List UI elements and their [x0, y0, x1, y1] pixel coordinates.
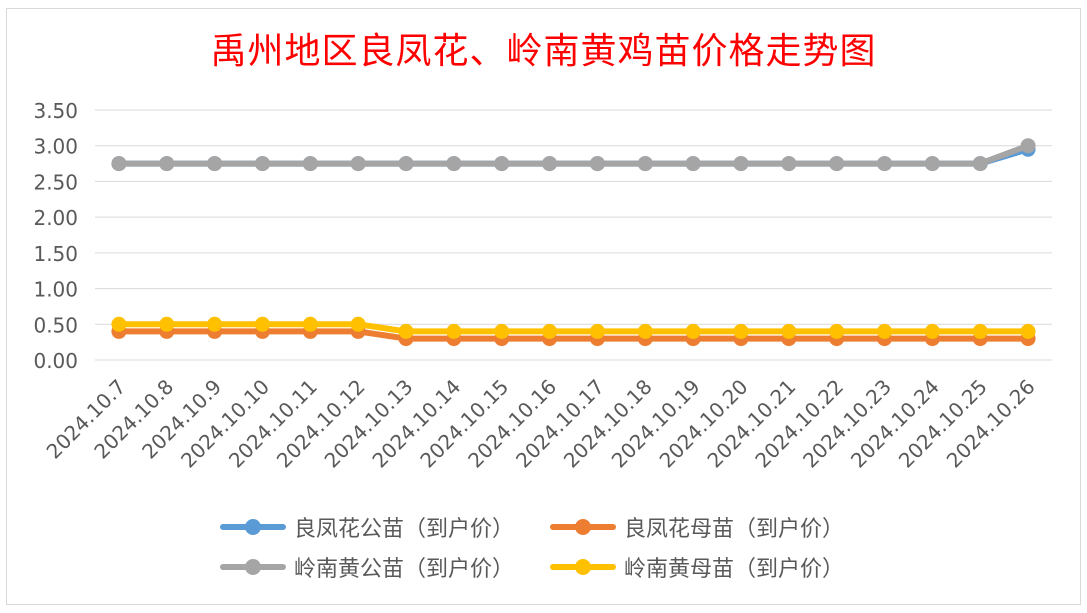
chart-title: 禹州地区良凤花、岭南黄鸡苗价格走势图 — [210, 31, 877, 72]
data-point — [924, 156, 940, 172]
legend-item: 岭南黄公苗（到户价） — [220, 552, 514, 582]
data-point — [254, 316, 270, 332]
legend-swatch — [220, 512, 286, 542]
legend-label: 良凤花公苗（到户价） — [294, 517, 515, 542]
data-point — [924, 323, 940, 339]
series-line — [115, 142, 1032, 167]
legend-label: 岭南黄公苗（到户价） — [294, 557, 515, 582]
data-point — [733, 156, 749, 172]
data-point — [733, 323, 749, 339]
legend-swatch — [550, 552, 616, 582]
data-point — [589, 323, 605, 339]
data-point — [685, 323, 701, 339]
data-point — [589, 156, 605, 172]
data-point — [542, 323, 558, 339]
data-point — [254, 156, 270, 172]
y-tick-label: 3.50 — [33, 99, 78, 123]
data-point — [829, 323, 845, 339]
data-point — [111, 316, 127, 332]
data-point — [398, 323, 414, 339]
legend-swatch — [550, 512, 616, 542]
data-point — [159, 156, 175, 172]
data-point — [972, 323, 988, 339]
y-tick-label: 2.50 — [33, 170, 78, 194]
data-point — [781, 323, 797, 339]
y-tick-label: 1.00 — [33, 278, 78, 302]
legend-label: 岭南黄母苗（到户价） — [624, 557, 845, 582]
data-point — [1020, 323, 1036, 339]
legend-item: 良凤花公苗（到户价） — [220, 512, 514, 542]
data-point — [685, 156, 701, 172]
data-point — [350, 156, 366, 172]
data-point — [446, 323, 462, 339]
data-point — [302, 156, 318, 172]
data-point — [877, 156, 893, 172]
chart-area[interactable] — [6, 8, 1081, 605]
data-point — [1020, 138, 1036, 154]
data-point — [398, 156, 414, 172]
data-point — [637, 323, 653, 339]
data-point — [207, 156, 223, 172]
data-point — [302, 316, 318, 332]
data-point — [207, 316, 223, 332]
data-point — [159, 316, 175, 332]
y-tick-label: 0.50 — [33, 313, 78, 337]
data-point — [542, 156, 558, 172]
data-point — [877, 323, 893, 339]
series-line — [115, 328, 1032, 342]
data-point — [446, 156, 462, 172]
data-point — [829, 156, 845, 172]
data-point — [494, 323, 510, 339]
data-point — [972, 156, 988, 172]
y-tick-label: 2.00 — [33, 206, 78, 230]
series-line — [115, 321, 1032, 335]
data-point — [350, 316, 366, 332]
y-tick-label: 1.50 — [33, 242, 78, 266]
y-tick-label: 0.00 — [33, 349, 78, 373]
legend-item: 良凤花母苗（到户价） — [550, 512, 844, 542]
data-point — [637, 156, 653, 172]
legend-swatch — [220, 552, 286, 582]
legend-label: 良凤花母苗（到户价） — [624, 517, 845, 542]
legend-item: 岭南黄母苗（到户价） — [550, 552, 844, 582]
data-point — [111, 156, 127, 172]
y-tick-label: 3.00 — [33, 135, 78, 159]
data-point — [494, 156, 510, 172]
data-point — [781, 156, 797, 172]
